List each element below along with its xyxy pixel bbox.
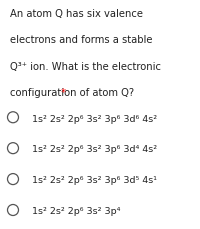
Text: 1s² 2s² 2p⁶ 3s² 3p⁴: 1s² 2s² 2p⁶ 3s² 3p⁴: [32, 207, 120, 216]
Text: electrons and forms a stable: electrons and forms a stable: [10, 35, 153, 46]
Text: 1s² 2s² 2p⁶ 3s² 3p⁶ 3d⁵ 4s¹: 1s² 2s² 2p⁶ 3s² 3p⁶ 3d⁵ 4s¹: [32, 176, 157, 185]
Text: 1s² 2s² 2p⁶ 3s² 3p⁶ 3d⁶ 4s²: 1s² 2s² 2p⁶ 3s² 3p⁶ 3d⁶ 4s²: [32, 114, 157, 123]
Text: Q³⁺ ion. What is the electronic: Q³⁺ ion. What is the electronic: [10, 62, 161, 72]
Text: An atom Q has six valence: An atom Q has six valence: [10, 9, 143, 19]
Text: configuration of atom Q? *: configuration of atom Q? *: [10, 88, 142, 98]
Text: configuration of atom Q?: configuration of atom Q?: [10, 88, 134, 98]
Text: *: *: [58, 88, 66, 98]
Text: 1s² 2s² 2p⁶ 3s² 3p⁶ 3d⁴ 4s²: 1s² 2s² 2p⁶ 3s² 3p⁶ 3d⁴ 4s²: [32, 145, 157, 154]
